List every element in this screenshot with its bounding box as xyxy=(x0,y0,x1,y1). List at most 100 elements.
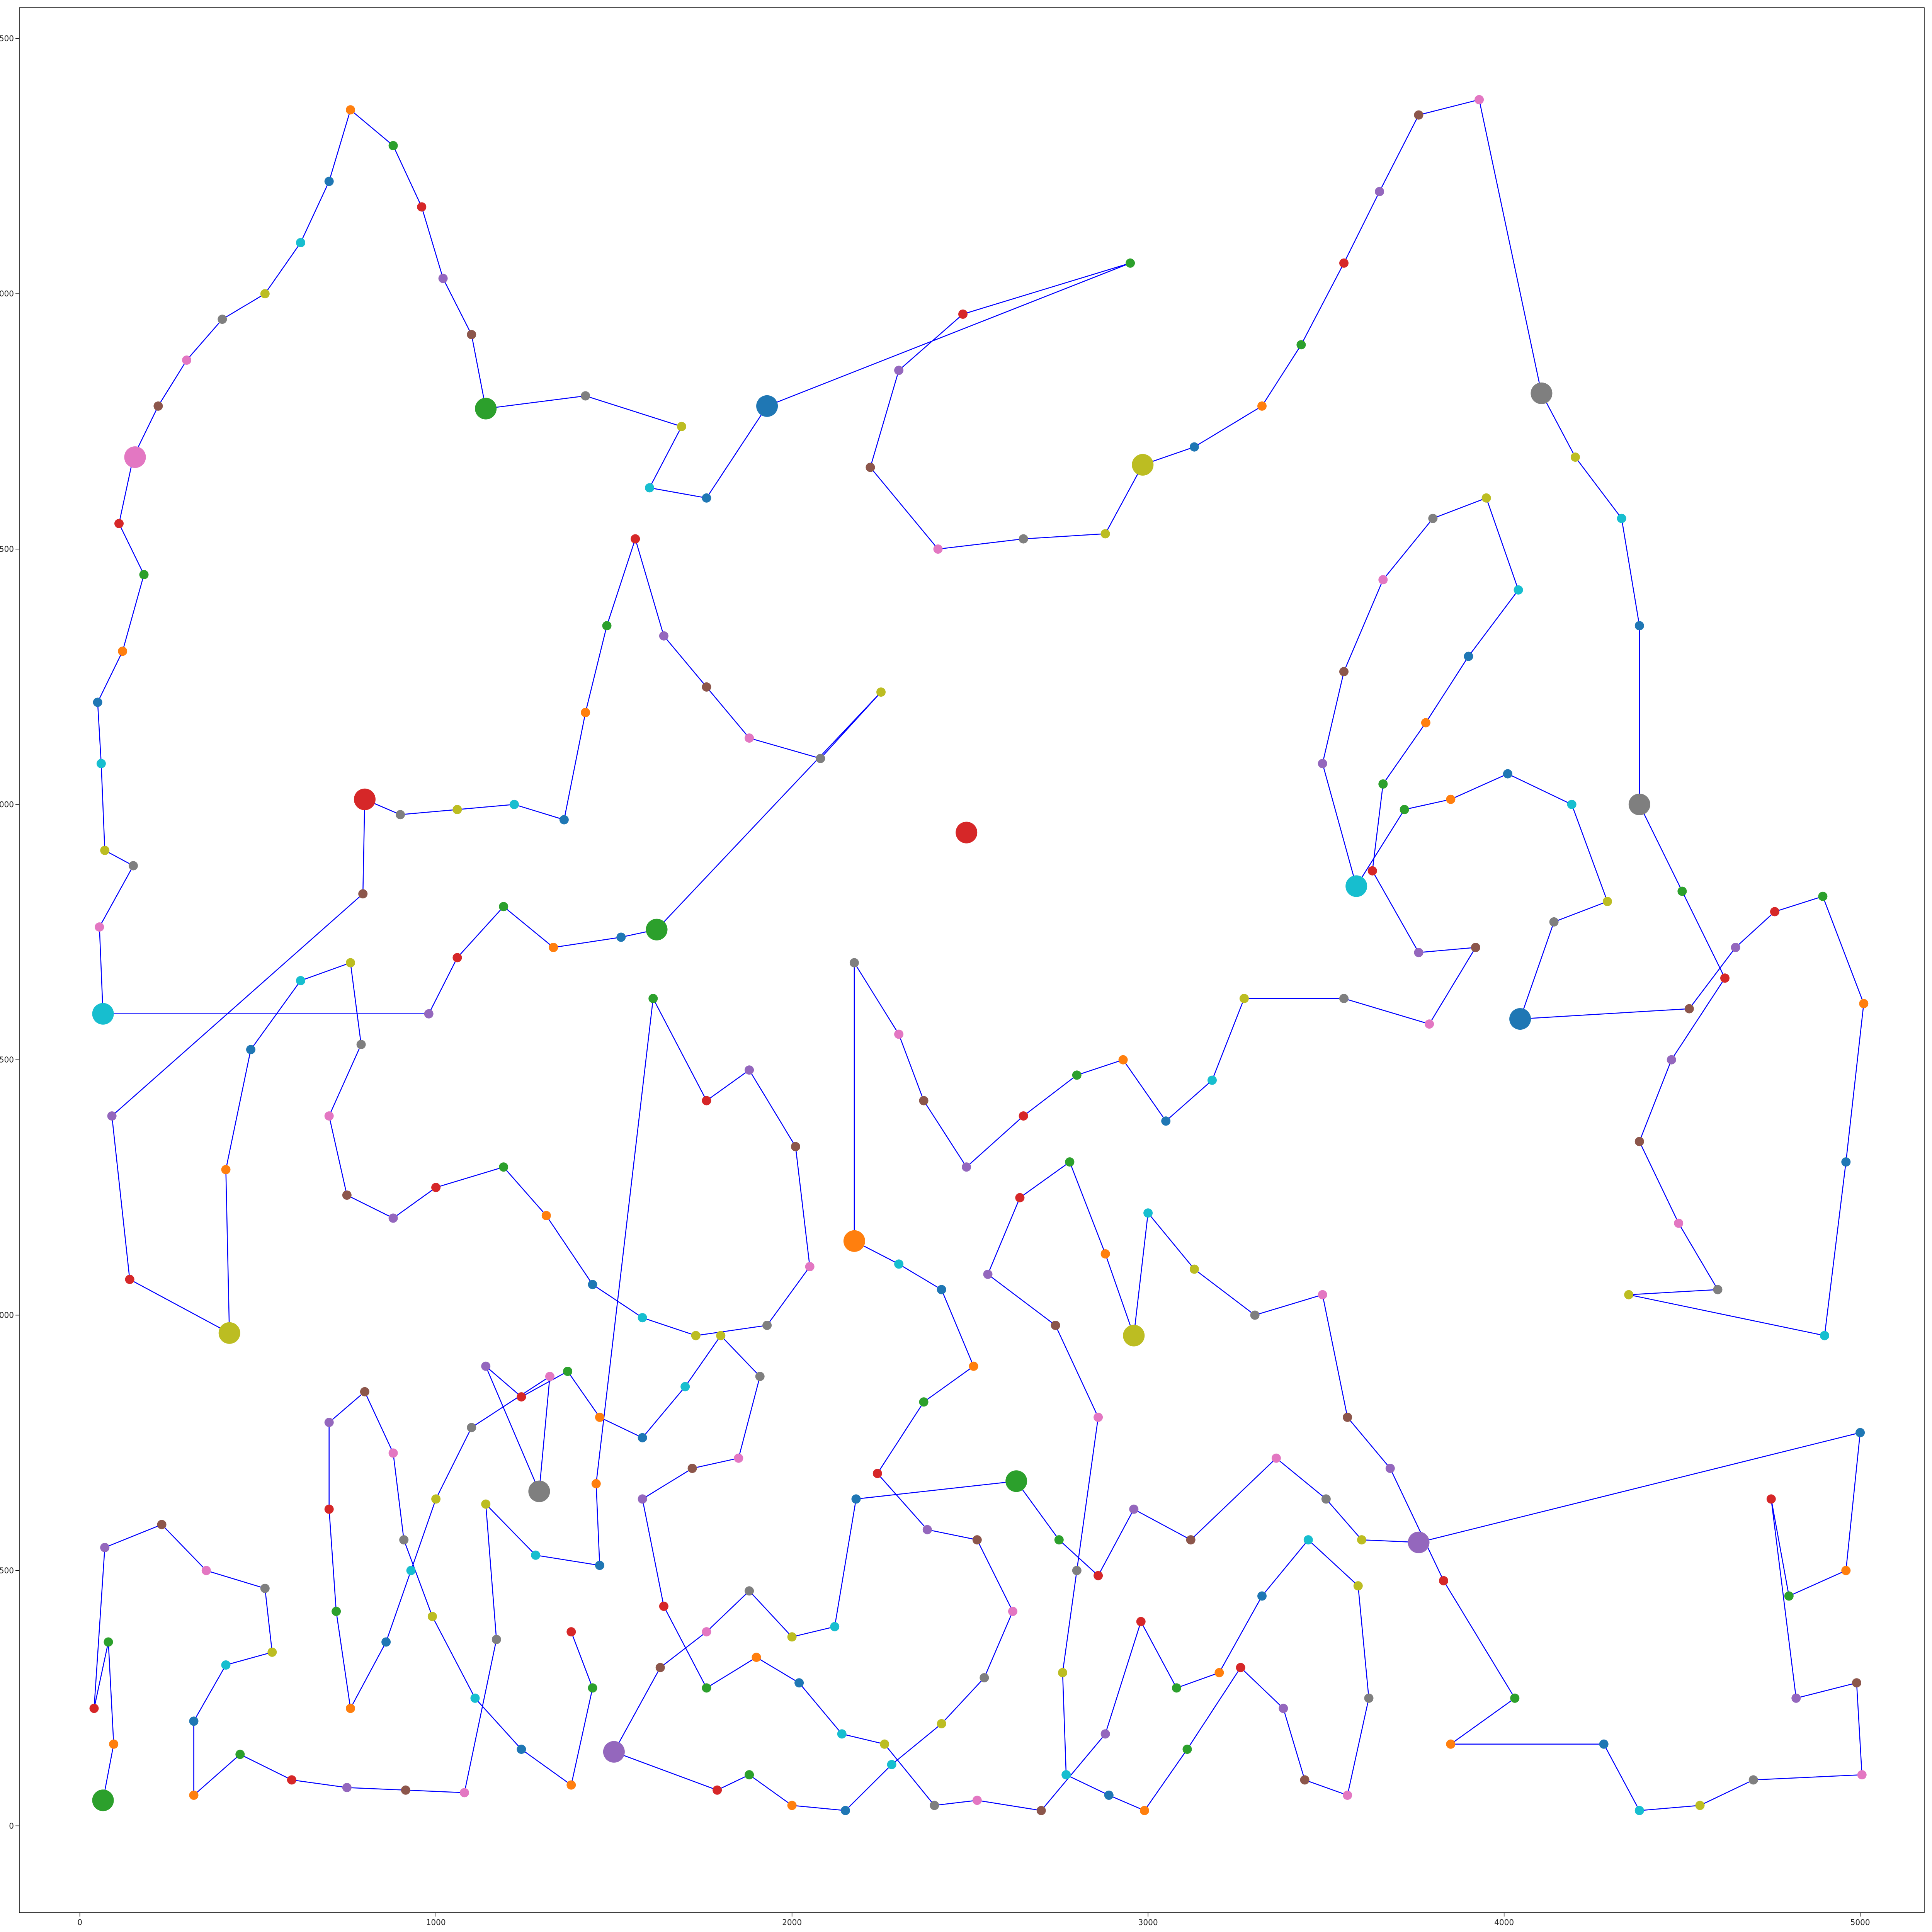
tour-node xyxy=(1357,1535,1366,1545)
x-tick-label: 0 xyxy=(77,1918,82,1927)
tour-node xyxy=(467,330,476,339)
tour-node xyxy=(499,902,509,912)
hub-node xyxy=(646,918,668,940)
x-tick-label: 3000 xyxy=(1138,1918,1158,1927)
y-tick-label: 0 xyxy=(9,1821,14,1830)
tour-node xyxy=(381,1637,391,1647)
tour-node xyxy=(1058,1668,1067,1677)
tour-node xyxy=(591,1479,601,1488)
tour-node xyxy=(762,1321,772,1330)
tour-node xyxy=(1617,514,1626,523)
tour-node xyxy=(794,1678,804,1688)
tour-node xyxy=(837,1729,847,1739)
node-layer xyxy=(89,95,1869,1815)
tour-node xyxy=(1054,1535,1064,1545)
tour-node xyxy=(1695,1801,1705,1810)
tour-node xyxy=(1855,1428,1865,1437)
hub-node xyxy=(1531,382,1553,404)
tour-node xyxy=(1257,401,1267,411)
tour-node xyxy=(1072,1566,1082,1575)
tour-node xyxy=(549,943,558,952)
tour-node xyxy=(417,202,427,212)
tour-node xyxy=(342,1190,352,1200)
tour-node xyxy=(851,1494,861,1504)
tour-node xyxy=(680,1382,690,1391)
hub-node xyxy=(843,1230,865,1252)
tour-node xyxy=(1271,1453,1281,1463)
tour-node xyxy=(1421,718,1430,728)
tour-node xyxy=(296,976,305,985)
tour-node xyxy=(431,1183,441,1192)
y-tick-label: 2500 xyxy=(0,544,14,554)
tour-node xyxy=(595,1412,604,1422)
tour-node xyxy=(1514,585,1523,595)
hub-node xyxy=(1132,454,1154,476)
tour-node xyxy=(481,1499,491,1509)
tour-node xyxy=(1784,1591,1794,1601)
tour-node xyxy=(919,1096,929,1105)
tour-node xyxy=(153,401,163,411)
tour-node xyxy=(246,1045,255,1054)
hub-node xyxy=(528,1480,550,1502)
tour-node xyxy=(235,1750,245,1759)
tour-node xyxy=(1766,1494,1776,1504)
hub-node xyxy=(603,1741,625,1763)
tour-node xyxy=(218,315,227,324)
tour-node xyxy=(467,1423,476,1432)
tour-node xyxy=(399,1535,409,1545)
tour-node xyxy=(581,708,590,717)
tour-node xyxy=(100,1543,110,1552)
tour-node xyxy=(1567,799,1577,809)
tour-node xyxy=(1624,1290,1634,1299)
x-tick-label: 5000 xyxy=(1850,1918,1870,1927)
hub-node xyxy=(1628,793,1650,815)
tour-node xyxy=(1353,1581,1363,1591)
tour-node xyxy=(1321,1494,1331,1504)
tour-node xyxy=(1250,1310,1260,1320)
tour-node xyxy=(559,815,569,825)
tour-node xyxy=(1104,1791,1114,1800)
tour-node xyxy=(659,631,668,641)
tour-node xyxy=(887,1760,896,1769)
tour-node xyxy=(1820,1331,1829,1340)
tour-node xyxy=(1094,1571,1103,1580)
tour-node xyxy=(1510,1693,1520,1703)
tour-node xyxy=(1841,1566,1851,1575)
tour-node xyxy=(1414,948,1423,957)
tour-node xyxy=(96,759,106,769)
tour-node xyxy=(1303,1535,1313,1545)
tour-node xyxy=(1818,891,1828,901)
tour-node xyxy=(1036,1806,1046,1815)
tour-node xyxy=(1318,1290,1327,1299)
tour-node xyxy=(1375,187,1384,196)
tour-node xyxy=(1446,794,1456,804)
tour-node xyxy=(406,1566,416,1575)
tour-node xyxy=(745,1586,754,1596)
tour-node xyxy=(1318,759,1327,769)
tour-node xyxy=(1471,943,1480,952)
tour-node xyxy=(492,1634,501,1644)
tour-node xyxy=(1713,1285,1723,1294)
tour-node xyxy=(324,1418,334,1427)
tour-node xyxy=(1367,866,1377,876)
tour-node xyxy=(459,1788,469,1798)
tour-node xyxy=(655,1663,665,1672)
tour-node xyxy=(1051,1321,1060,1330)
tour-node xyxy=(118,646,128,656)
tour-node xyxy=(89,1704,99,1713)
y-tick-label: 1500 xyxy=(0,1055,14,1065)
hub-node xyxy=(1345,875,1367,897)
hub-node xyxy=(218,1322,240,1344)
tour-node xyxy=(356,1040,366,1049)
tour-node xyxy=(691,1331,701,1340)
tour-node xyxy=(346,105,355,115)
tour-node xyxy=(139,570,149,580)
tour-node xyxy=(1425,1019,1434,1029)
tour-node xyxy=(734,1453,743,1463)
axis-layer: 0 1000 2000 3000 4000 5000 0 500 1000 1500 2000 250… xyxy=(0,34,1870,1927)
tour-node xyxy=(1161,1116,1171,1126)
tour-node xyxy=(566,1627,576,1637)
tour-node xyxy=(830,1622,840,1631)
tour-node xyxy=(1857,1770,1867,1780)
tour-node xyxy=(221,1165,231,1174)
